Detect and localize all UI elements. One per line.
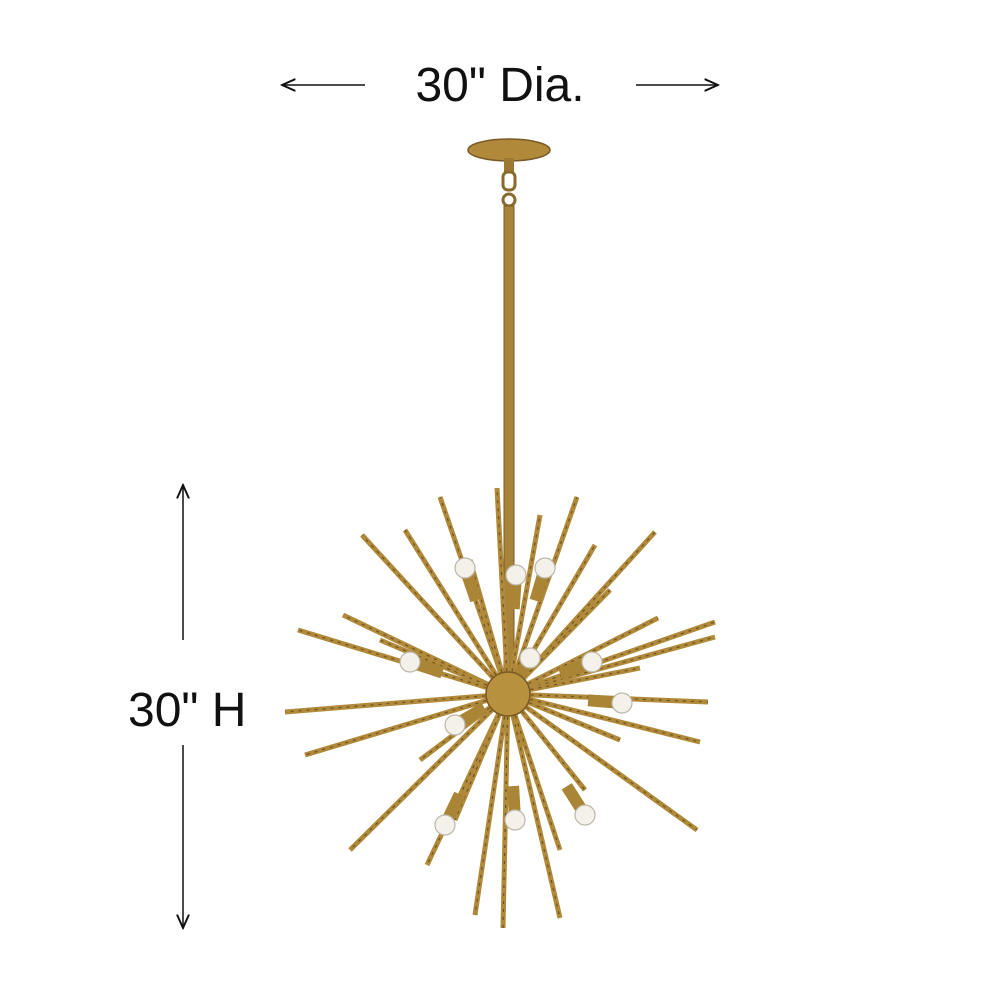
- bulb: [454, 557, 476, 579]
- rod: [522, 694, 709, 703]
- socket: [461, 573, 482, 603]
- canopy: [467, 138, 551, 162]
- socket: [558, 659, 587, 680]
- rod: [521, 617, 659, 688]
- center-hub: [485, 671, 531, 717]
- rod: [512, 708, 561, 851]
- rod: [516, 705, 586, 791]
- rod: [361, 534, 499, 684]
- rod: [521, 621, 716, 690]
- socket: [458, 702, 488, 727]
- bulb: [505, 564, 527, 586]
- bulb: [574, 804, 596, 826]
- rod: [467, 559, 507, 681]
- socket: [443, 791, 466, 821]
- rod: [518, 589, 611, 684]
- rod: [404, 529, 501, 682]
- rod: [379, 637, 496, 691]
- socket: [587, 694, 615, 709]
- rod: [522, 665, 641, 694]
- bulb: [434, 814, 456, 836]
- chain-ring: [501, 192, 517, 208]
- bulb: [504, 809, 526, 831]
- rod: [521, 619, 716, 692]
- socket: [507, 785, 521, 813]
- bulb: [611, 692, 633, 714]
- rod: [304, 697, 494, 756]
- bulb: [581, 651, 603, 673]
- rod: [426, 707, 503, 866]
- height-label: 30" H: [128, 684, 247, 737]
- diameter-label: 30" Dia.: [415, 59, 585, 112]
- rod: [522, 697, 701, 743]
- rod: [521, 699, 621, 741]
- socket: [415, 658, 445, 679]
- bulb: [444, 714, 466, 736]
- canopy-stem: [504, 158, 514, 172]
- socket: [529, 573, 549, 603]
- rod: [508, 514, 543, 680]
- rod: [284, 694, 494, 713]
- rod: [494, 487, 510, 680]
- rod: [349, 704, 498, 851]
- chain-link: [501, 170, 517, 192]
- rod: [508, 708, 563, 919]
- rod: [297, 629, 494, 691]
- bulb: [399, 651, 421, 673]
- rod: [522, 636, 716, 691]
- socket: [561, 783, 586, 812]
- rod: [518, 700, 699, 833]
- rod: [474, 708, 507, 916]
- socket: [507, 582, 522, 610]
- bulb: [519, 647, 541, 669]
- bulb: [534, 557, 556, 579]
